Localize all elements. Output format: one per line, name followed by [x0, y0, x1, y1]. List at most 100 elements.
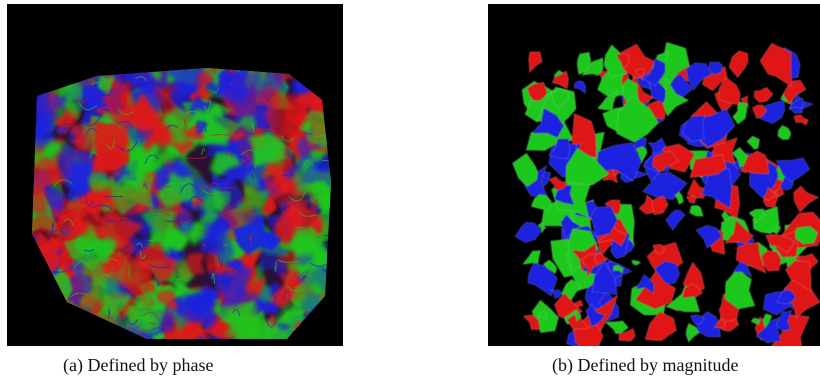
phase-wisp	[117, 108, 134, 115]
phase-cloud-blob	[161, 115, 178, 128]
phase-wisp	[309, 225, 327, 235]
magnitude-surface-chunk	[631, 259, 642, 266]
phase-wisp	[50, 270, 66, 273]
phase-wisp	[51, 222, 55, 233]
magnitude-surface-chunk	[615, 53, 630, 70]
phase-cloud-blob	[287, 198, 307, 213]
magnitude-surface-chunk	[793, 185, 820, 213]
phase-wisp	[277, 259, 299, 263]
phase-cloud-blob	[94, 123, 130, 171]
phase-wisp	[211, 273, 216, 285]
phase-wisp	[178, 302, 195, 314]
magnitude-surface-chunk	[512, 152, 539, 188]
phase-wisp	[298, 212, 318, 217]
magnitude-surface-chunk	[574, 80, 587, 94]
phase-wisp	[249, 234, 252, 246]
phase-wisp	[295, 226, 304, 229]
phase-wisp	[117, 120, 134, 128]
phase-cloud-blob	[231, 129, 247, 142]
magnitude-surface-chunk	[674, 191, 684, 205]
phase-wisp	[63, 218, 74, 226]
phase-cloud-blob	[32, 68, 49, 75]
phase-wisp	[297, 131, 308, 134]
phase-wisp	[144, 154, 159, 164]
phase-cloud-blob	[88, 307, 101, 319]
phase-wisp	[78, 101, 98, 111]
magnitude-surface-chunk	[581, 57, 604, 76]
magnitude-surface-chunk	[665, 209, 686, 231]
phase-cloud-blob	[92, 293, 131, 321]
phase-cloud-blob	[162, 316, 176, 330]
phase-cloud-blob	[292, 320, 323, 339]
phase-cloud-blob	[32, 233, 39, 257]
phase-wisp	[47, 296, 60, 301]
phase-cloud-blob	[70, 217, 90, 237]
magnitude-surface-chunk	[591, 261, 618, 296]
phase-cloud-blob	[157, 171, 197, 209]
phase-wisp	[53, 179, 73, 188]
phase-wisp	[102, 90, 109, 92]
magnitude-surface-chunk	[595, 218, 628, 247]
phase-cloud-blob	[32, 283, 61, 321]
phase-cloud-blob	[73, 136, 85, 148]
phase-wisp	[123, 123, 127, 127]
phase-cloud-blob	[32, 77, 38, 91]
phase-wisp	[114, 217, 129, 223]
magnitude-surface-chunk	[574, 308, 582, 322]
magnitude-surface-chunk	[777, 125, 792, 141]
magnitude-surface-chunk	[548, 176, 569, 191]
phase-cloud-blob	[156, 290, 178, 309]
phase-wisp	[102, 258, 118, 265]
phase-wisp	[72, 230, 76, 237]
phase-cloud-blob	[291, 263, 331, 317]
phase-cloud-blob	[264, 93, 308, 148]
magnitude-surface-chunk	[728, 50, 749, 78]
phase-cloud-blob	[32, 270, 45, 297]
phase-wisp	[87, 280, 93, 288]
phase-cloud-blob	[32, 242, 39, 270]
phase-wisp	[146, 284, 155, 292]
magnitude-surface-chunk	[522, 314, 541, 331]
phase-wisp	[273, 216, 280, 220]
phase-wisp	[179, 218, 192, 223]
phase-cloud-blob	[48, 313, 93, 339]
phase-cloud-blob	[198, 224, 235, 267]
phase-wisp	[147, 239, 169, 242]
caption-magnitude: (b) Defined by magnitude	[552, 355, 739, 375]
magnitude-surface-chunk	[690, 314, 705, 326]
magnitude-surface-chunk	[644, 311, 677, 342]
phase-wisp	[253, 238, 272, 242]
phase-cloud-blob	[81, 177, 118, 209]
phase-wisp	[220, 127, 224, 137]
phase-wisp	[47, 229, 67, 239]
phase-wisp	[106, 138, 116, 150]
phase-cloud-blob	[262, 197, 277, 216]
magnitude-surface-chunk	[616, 95, 659, 143]
phase-wisp	[96, 106, 116, 118]
phase-wisp	[187, 195, 203, 207]
phase-wisp	[303, 131, 314, 135]
phase-cloud-blob	[211, 187, 231, 213]
phase-cloud-blob	[100, 112, 115, 125]
magnitude-surface-chunk	[549, 289, 563, 299]
phase-wisp	[233, 325, 244, 333]
phase-cloud-blob	[98, 328, 139, 339]
phase-wisp	[202, 242, 206, 247]
phase-cloud-blob	[32, 288, 43, 306]
phase-cloud-blob	[32, 185, 48, 217]
magnitude-surface-chunk	[594, 251, 610, 265]
phase-wisp	[212, 88, 219, 94]
phase-wisp	[288, 83, 300, 93]
phase-wisp	[70, 292, 88, 298]
phase-wisp	[274, 261, 277, 272]
magnitude-surface-chunk	[634, 273, 655, 295]
phase-wisp	[286, 285, 306, 292]
magnitude-surface-chunk	[565, 147, 610, 186]
magnitude-surface-chunk	[718, 76, 741, 106]
phase-wisp	[251, 122, 255, 133]
magnitude-surface-chunk	[590, 205, 618, 238]
phase-wisp	[117, 140, 138, 152]
magnitude-surface-chunk	[527, 262, 558, 297]
phase-cloud-blob	[32, 281, 59, 311]
phase-cloud-blob	[311, 68, 331, 78]
